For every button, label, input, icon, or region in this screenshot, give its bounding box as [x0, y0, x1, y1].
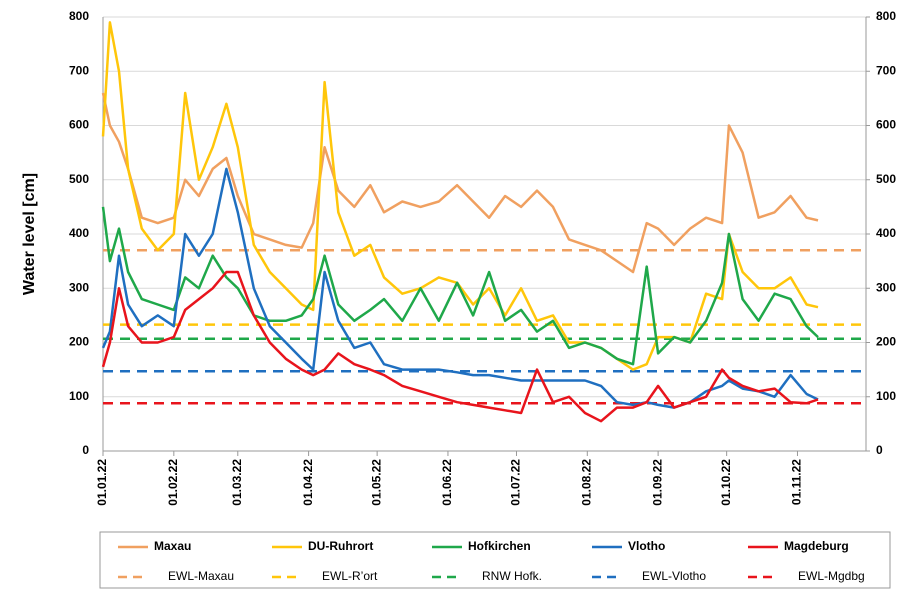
legend-box — [99, 531, 891, 589]
legend-label: Vlotho — [628, 539, 665, 553]
legend-label: EWL-Mgdbg — [798, 569, 865, 583]
x-tick-label: 01.01.22 — [95, 459, 109, 506]
legend-label: Hofkirchen — [468, 539, 531, 553]
y2-tick-label: 600 — [876, 118, 896, 132]
y-tick-label: 800 — [69, 9, 89, 23]
y2-tick-label: 500 — [876, 172, 896, 186]
y2-tick-label: 800 — [876, 9, 896, 23]
y2-tick-label: 100 — [876, 389, 896, 403]
legend-label: EWL-Vlotho — [642, 569, 706, 583]
line — [101, 206, 819, 366]
x-tick-label: 01.07.22 — [509, 459, 523, 506]
x-tick-label: 01.08.22 — [579, 459, 593, 506]
legend-label: EWL-Maxau — [168, 569, 234, 583]
line — [101, 270, 819, 423]
y2-tick-label: 400 — [876, 226, 896, 240]
y-axis-title: Water level [cm] — [21, 173, 38, 295]
y-tick-label: 0 — [82, 443, 89, 457]
x-tick-label: 01.09.22 — [650, 459, 664, 506]
y-tick-label: 200 — [69, 335, 89, 349]
y2-tick-label: 200 — [876, 335, 896, 349]
legend-label: RNW Hofk. — [482, 569, 542, 583]
y-tick-label: 400 — [69, 226, 89, 240]
line — [101, 21, 819, 371]
line — [101, 167, 819, 409]
y2-tick-label: 0 — [876, 443, 883, 457]
x-tick-label: 01.06.22 — [440, 459, 454, 506]
y-tick-label: 500 — [69, 172, 89, 186]
y-tick-label: 300 — [69, 280, 89, 294]
legend-label: Magdeburg — [784, 539, 849, 553]
x-tick-label: 01.02.22 — [166, 459, 180, 506]
x-tick-label: 01.04.22 — [301, 459, 315, 506]
y2-tick-label: 700 — [876, 63, 896, 77]
x-tick-label: 01.11.22 — [790, 459, 804, 505]
legend-label: Maxau — [154, 539, 191, 553]
x-tick-label: 01.03.22 — [230, 459, 244, 506]
y2-tick-label: 300 — [876, 280, 896, 294]
legend-label: EWL-R’ort — [322, 569, 378, 583]
y-tick-label: 600 — [69, 118, 89, 132]
legend-label: DU-Ruhrort — [308, 539, 373, 553]
line — [101, 92, 819, 274]
x-tick-label: 01.05.22 — [369, 459, 383, 506]
x-tick-label: 01.10.22 — [719, 459, 733, 506]
y-tick-label: 100 — [69, 389, 89, 403]
y-tick-label: 700 — [69, 63, 89, 77]
